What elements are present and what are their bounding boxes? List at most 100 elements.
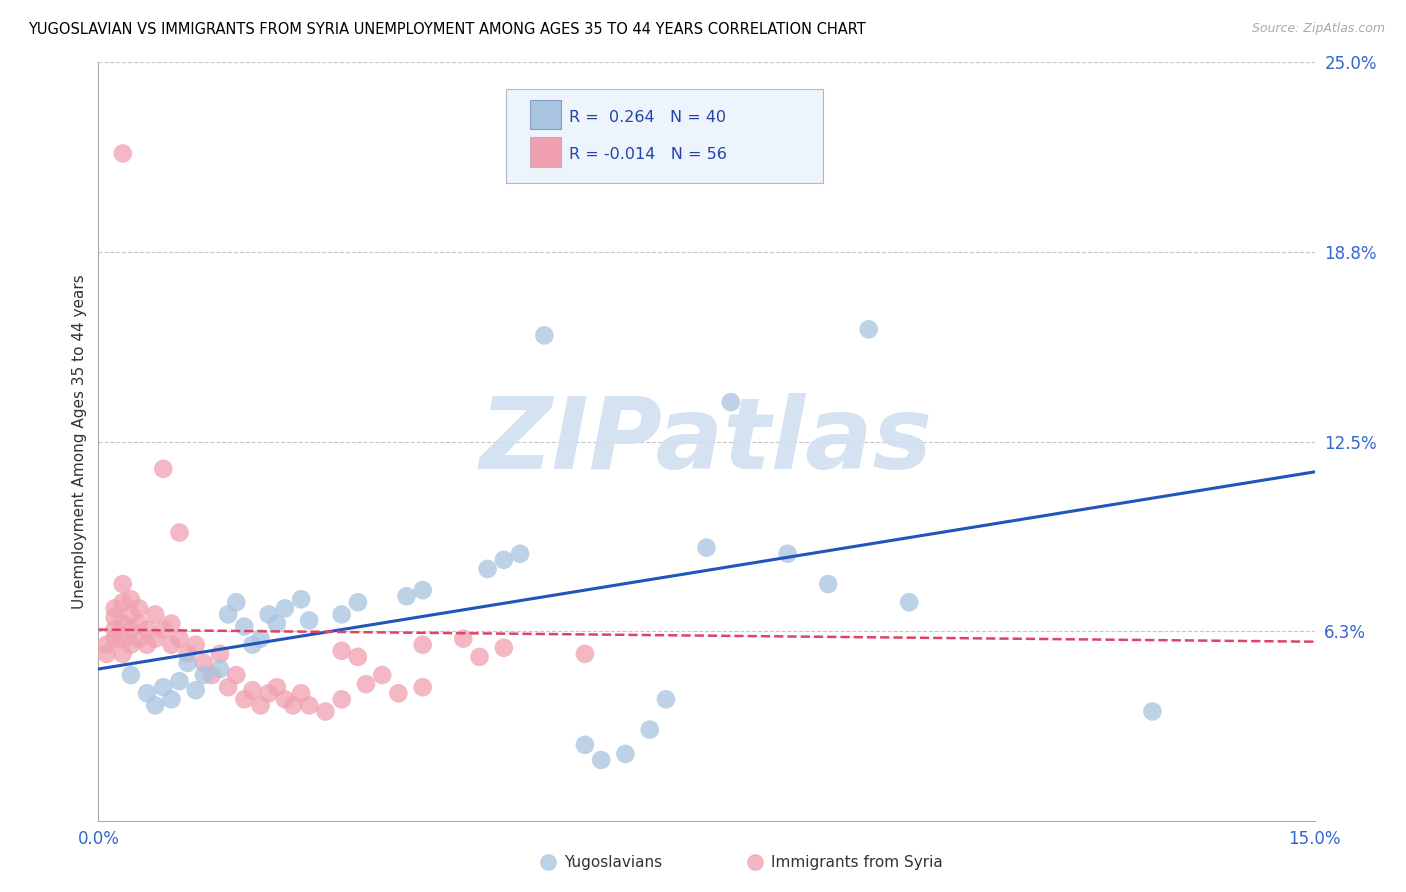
Point — [347, 649, 370, 664]
Point — [120, 623, 142, 637]
Point — [128, 616, 150, 631]
Point — [574, 647, 596, 661]
Point — [184, 683, 207, 698]
Point — [257, 607, 280, 622]
Text: YUGOSLAVIAN VS IMMIGRANTS FROM SYRIA UNEMPLOYMENT AMONG AGES 35 TO 44 YEARS CORR: YUGOSLAVIAN VS IMMIGRANTS FROM SYRIA UNE… — [28, 22, 866, 37]
Point — [395, 589, 418, 603]
Point — [233, 619, 256, 633]
Point — [509, 547, 531, 561]
Point — [655, 692, 678, 706]
Point — [111, 616, 134, 631]
Point — [120, 607, 142, 622]
Point — [111, 632, 134, 646]
Point — [104, 632, 127, 646]
Point — [96, 647, 118, 661]
Point — [330, 607, 353, 622]
Point — [492, 553, 515, 567]
Point — [274, 692, 297, 706]
Point — [274, 601, 297, 615]
Point — [160, 616, 183, 631]
Point — [412, 638, 434, 652]
Point — [298, 698, 321, 713]
Point — [111, 647, 134, 661]
Point — [858, 322, 880, 336]
Point — [160, 638, 183, 652]
Point — [169, 674, 191, 689]
Point — [696, 541, 718, 555]
Point — [492, 640, 515, 655]
Point — [225, 595, 247, 609]
Point — [176, 647, 198, 661]
Point — [128, 632, 150, 646]
Y-axis label: Unemployment Among Ages 35 to 44 years: Unemployment Among Ages 35 to 44 years — [72, 274, 87, 609]
Point — [136, 638, 159, 652]
Point — [152, 623, 174, 637]
Point — [193, 668, 215, 682]
Point — [169, 632, 191, 646]
Point — [136, 686, 159, 700]
Point — [193, 656, 215, 670]
Point — [257, 686, 280, 700]
Point — [574, 738, 596, 752]
Point — [233, 692, 256, 706]
Point — [111, 577, 134, 591]
Point — [152, 680, 174, 694]
Point — [898, 595, 921, 609]
Point — [242, 683, 264, 698]
Point — [104, 601, 127, 615]
Text: ZIPatlas: ZIPatlas — [479, 393, 934, 490]
Point — [330, 644, 353, 658]
Point — [120, 668, 142, 682]
Text: Immigrants from Syria: Immigrants from Syria — [770, 855, 943, 870]
Point — [104, 610, 127, 624]
Point — [143, 698, 166, 713]
Point — [412, 583, 434, 598]
Point — [242, 638, 264, 652]
Point — [96, 638, 118, 652]
Point — [453, 632, 475, 646]
Point — [209, 647, 232, 661]
Point — [266, 680, 288, 694]
Point — [217, 680, 239, 694]
Point — [225, 668, 247, 682]
Point — [290, 592, 312, 607]
Point — [281, 698, 304, 713]
Point — [1142, 705, 1164, 719]
Point — [160, 692, 183, 706]
Point — [217, 607, 239, 622]
Point — [290, 686, 312, 700]
Point — [176, 656, 198, 670]
Point — [184, 638, 207, 652]
Point — [533, 328, 555, 343]
Point — [143, 632, 166, 646]
Point — [776, 547, 799, 561]
Point — [298, 614, 321, 628]
Point — [330, 692, 353, 706]
Point — [104, 623, 127, 637]
Text: R =  0.264   N = 40: R = 0.264 N = 40 — [569, 110, 727, 125]
Point — [152, 462, 174, 476]
Text: R = -0.014   N = 56: R = -0.014 N = 56 — [569, 147, 727, 162]
Point — [111, 146, 134, 161]
Point — [591, 753, 613, 767]
Point — [169, 525, 191, 540]
Point — [209, 662, 232, 676]
Point — [468, 649, 491, 664]
Text: Yugoslavians: Yugoslavians — [564, 855, 662, 870]
Point — [266, 616, 288, 631]
Point — [111, 595, 134, 609]
Point — [720, 395, 742, 409]
Point — [477, 562, 499, 576]
Text: Source: ZipAtlas.com: Source: ZipAtlas.com — [1251, 22, 1385, 36]
Point — [638, 723, 661, 737]
Point — [249, 632, 271, 646]
Point — [371, 668, 394, 682]
Point — [354, 677, 377, 691]
Point — [120, 638, 142, 652]
Point — [347, 595, 370, 609]
Point — [136, 623, 159, 637]
Point — [412, 680, 434, 694]
Point — [201, 668, 224, 682]
Point — [120, 592, 142, 607]
Point — [314, 705, 336, 719]
